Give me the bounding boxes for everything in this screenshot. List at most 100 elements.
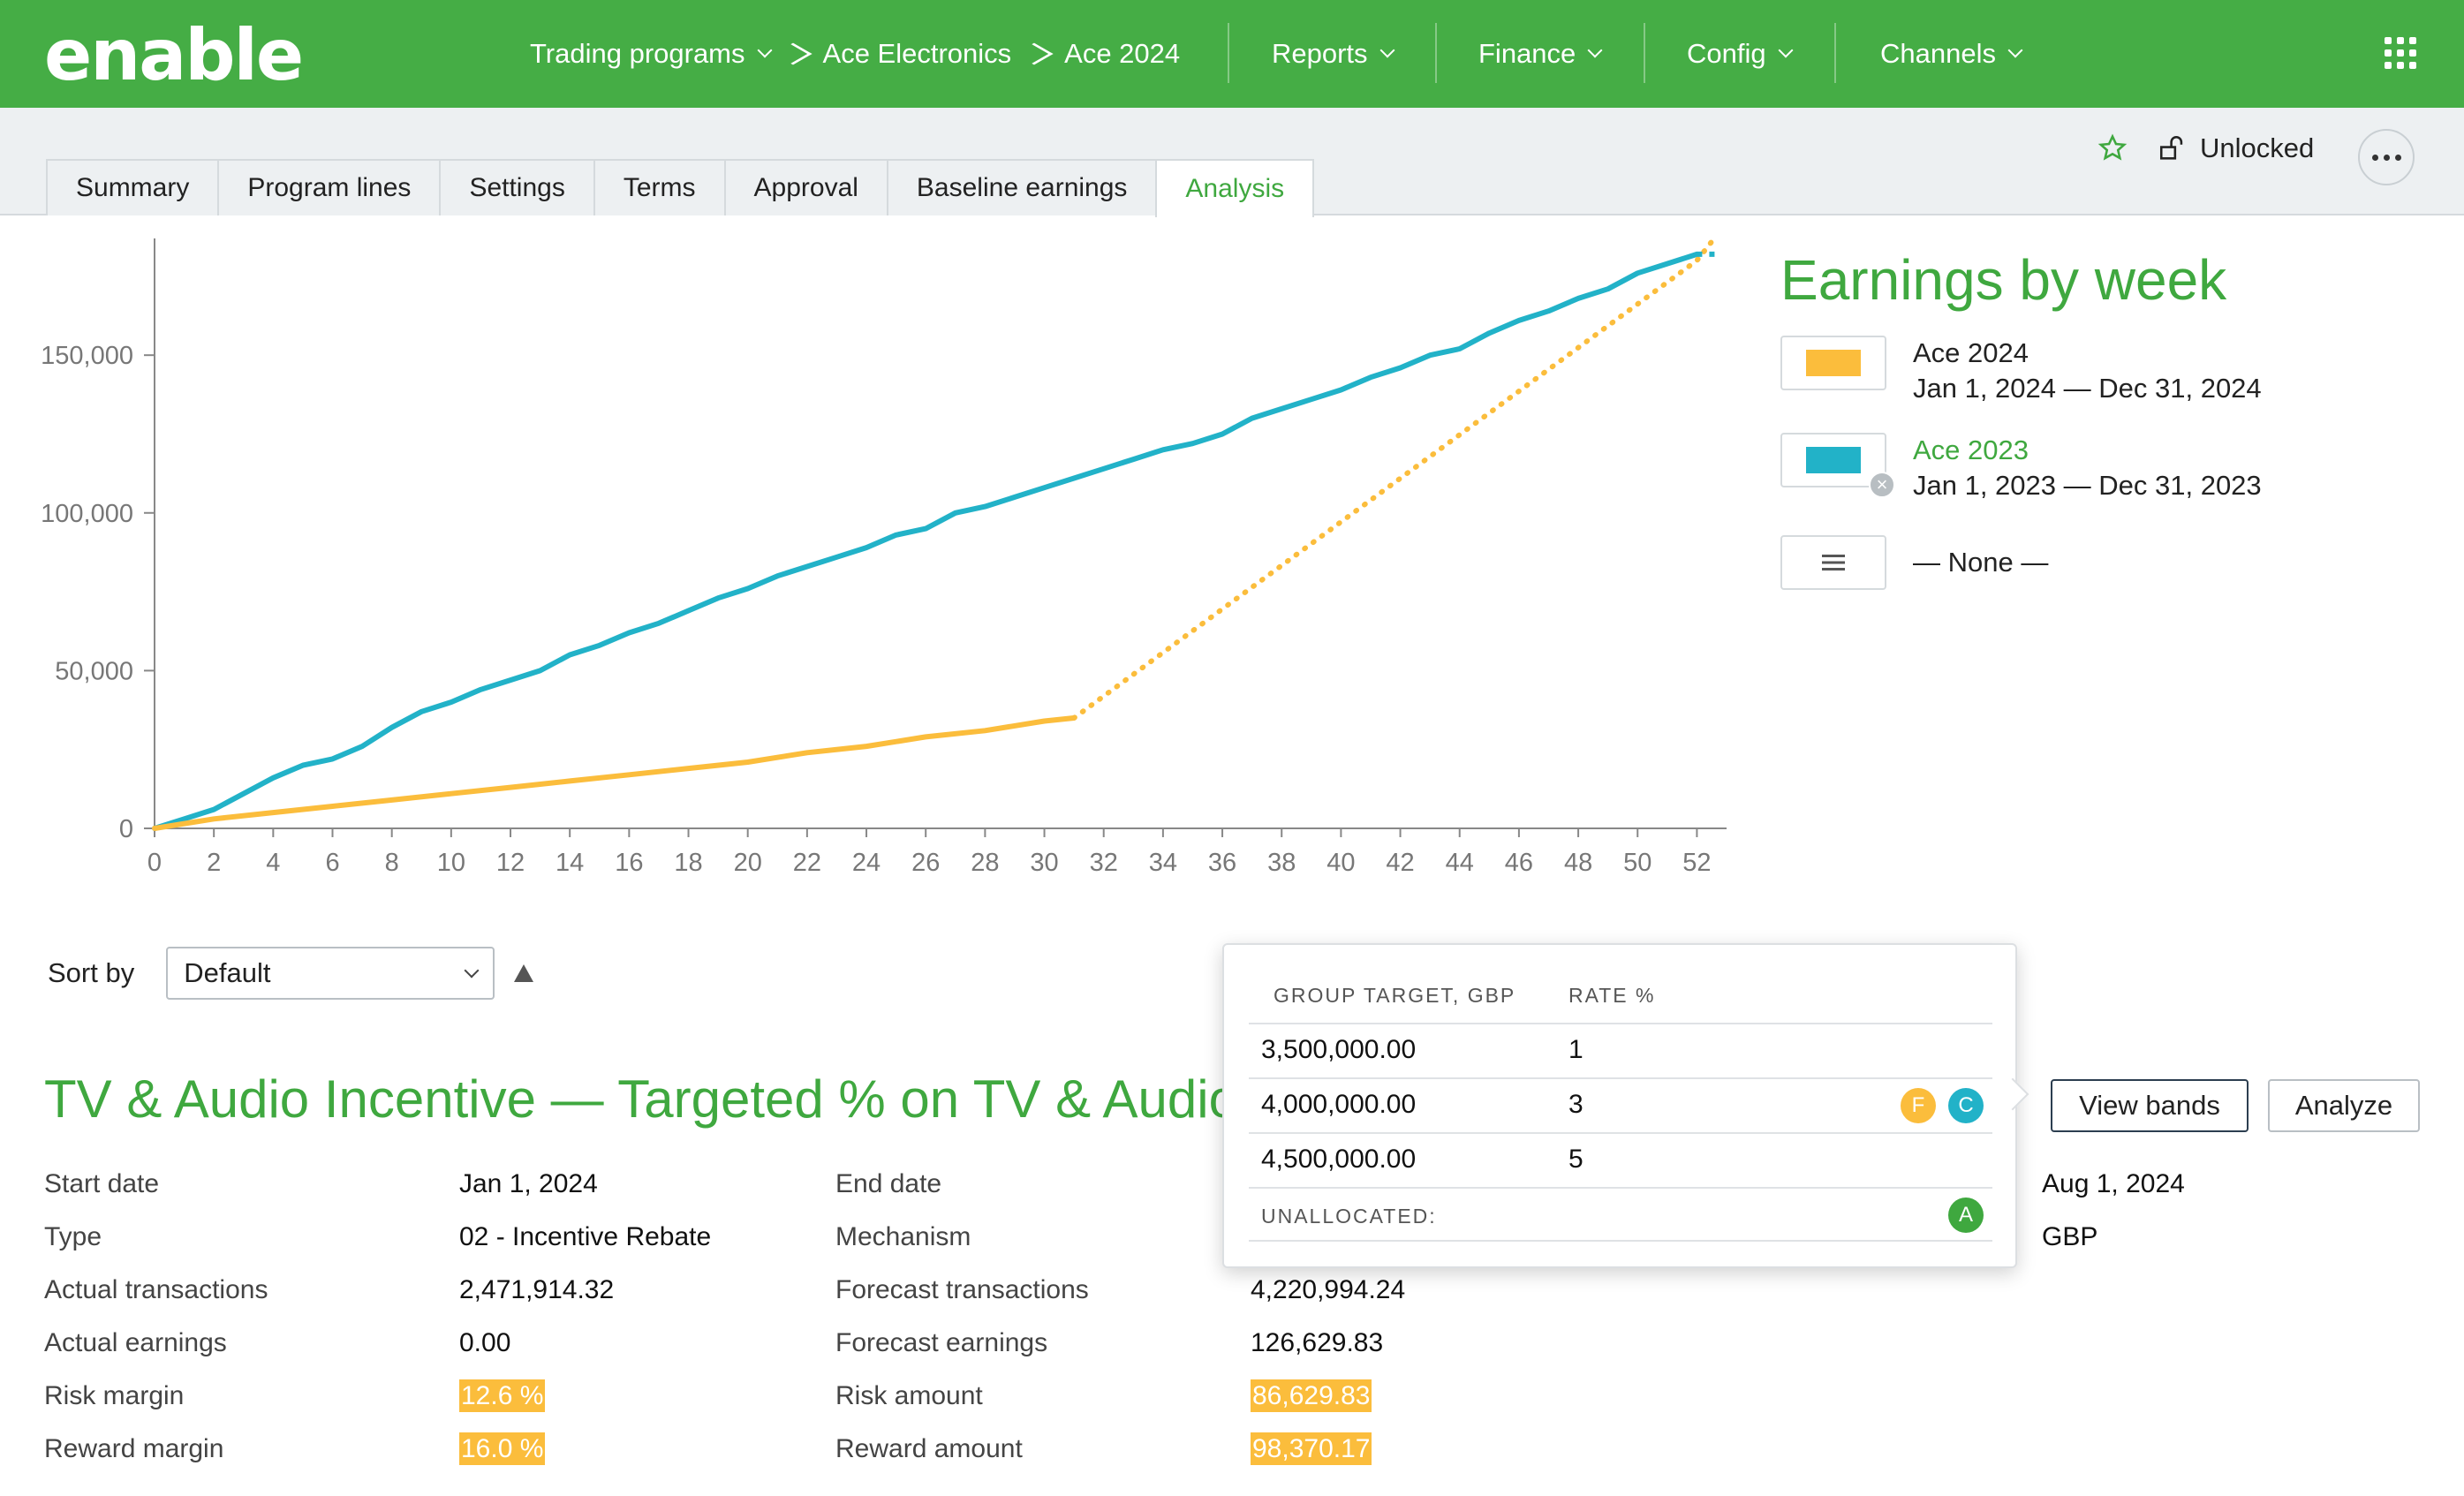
sort-value: Default	[184, 957, 271, 988]
sort-direction-icon[interactable]	[514, 964, 534, 982]
nav-divider	[1435, 23, 1437, 83]
legend-item-ace-2023: × Ace 2023 Jan 1, 2023 — Dec 31, 2023	[1780, 433, 2262, 503]
risk-amount-value: 86,629.83	[1251, 1379, 1372, 1412]
actual-transactions-value: 2,471,914.32	[459, 1275, 615, 1304]
forecast-earnings-value: 126,629.83	[1251, 1328, 1384, 1357]
band-row: 4,000,000.00 3 F C	[1249, 1077, 1992, 1132]
unallocated-label: UNALLOCATED:	[1261, 1205, 1437, 1228]
breadcrumb-trading-programs[interactable]: Trading programs	[530, 38, 773, 70]
band-target: 3,500,000.00	[1261, 1035, 1417, 1064]
remove-series-icon[interactable]: ×	[1869, 472, 1895, 498]
tab-approval[interactable]: Approval	[723, 159, 888, 215]
forecast-badge: F	[1901, 1088, 1936, 1123]
chevron-down-icon	[2007, 42, 2023, 58]
legend-swatch-button[interactable]: ×	[1780, 433, 1895, 498]
nav-config[interactable]: Config	[1687, 0, 1794, 108]
analyze-button[interactable]: Analyze	[2268, 1079, 2420, 1132]
breadcrumb-separator-icon	[1015, 42, 1054, 65]
sort-control: Sort by Default	[48, 947, 534, 1000]
x-tick-label: 10	[437, 849, 465, 877]
star-icon[interactable]	[2097, 133, 2128, 163]
x-tick-label: 36	[1208, 849, 1236, 877]
start-date-value: Jan 1, 2024	[459, 1169, 598, 1198]
mechanism-label: Mechanism	[835, 1222, 971, 1251]
currency-value: GBP	[2042, 1222, 2098, 1251]
chevron-down-icon	[464, 963, 480, 978]
band-target: 4,000,000.00	[1261, 1090, 1417, 1119]
sort-select[interactable]: Default	[166, 947, 495, 1000]
x-tick-label: 52	[1682, 849, 1711, 877]
tab-settings[interactable]: Settings	[439, 159, 595, 215]
top-navbar: enable Trading programs Ace Electronics …	[0, 0, 2464, 108]
x-tick-label: 8	[385, 849, 399, 877]
risk-margin-label: Risk margin	[44, 1381, 185, 1410]
legend-name: Ace 2024	[1913, 337, 2029, 368]
more-options-icon[interactable]	[2358, 129, 2415, 185]
forecast-transactions-label: Forecast transactions	[835, 1275, 1089, 1304]
reward-margin-value: 16.0 %	[459, 1432, 546, 1465]
legend-name[interactable]: Ace 2023	[1913, 434, 2029, 465]
col-header-target: GROUP TARGET, GBP	[1274, 984, 1516, 1007]
nav-finance[interactable]: Finance	[1478, 0, 1603, 108]
x-tick-label: 48	[1564, 849, 1592, 877]
nav-divider	[1644, 23, 1645, 83]
breadcrumb: Trading programs Ace Electronics Ace 202…	[530, 0, 1180, 108]
legend-swatch-button[interactable]	[1780, 336, 1886, 390]
tab-summary[interactable]: Summary	[46, 159, 220, 215]
start-date-label: Start date	[44, 1169, 160, 1198]
chevron-down-icon	[1778, 42, 1794, 58]
nav-divider	[1834, 23, 1836, 83]
end-date-label: End date	[835, 1169, 942, 1198]
tab-terms[interactable]: Terms	[593, 159, 726, 215]
y-tick-label: 0	[119, 815, 133, 843]
nav-channels[interactable]: Channels	[1880, 0, 2023, 108]
lock-status[interactable]: Unlocked	[2200, 132, 2315, 163]
band-rate: 1	[1568, 1035, 1583, 1064]
tab-analysis[interactable]: Analysis	[1155, 159, 1315, 217]
col-header-rate: RATE %	[1568, 984, 1656, 1007]
reward-margin-label: Reward margin	[44, 1434, 224, 1463]
breadcrumb-ace-2024[interactable]: Ace 2024	[1064, 38, 1180, 70]
x-tick-label: 12	[496, 849, 525, 877]
x-tick-label: 2	[207, 849, 221, 877]
nav-divider	[1228, 23, 1229, 83]
app-grid-icon[interactable]	[2385, 37, 2416, 69]
x-tick-label: 42	[1386, 849, 1414, 877]
x-tick-label: 46	[1505, 849, 1533, 877]
chart-title: Earnings by week	[1780, 248, 2227, 312]
y-tick-label: 50,000	[55, 657, 133, 685]
chart-series	[152, 238, 1721, 831]
x-tick-label: 14	[556, 849, 584, 877]
band-rate: 3	[1568, 1090, 1583, 1119]
forecast-transactions-value: 4,220,994.24	[1251, 1275, 1406, 1304]
breadcrumb-label: Ace 2024	[1064, 38, 1181, 69]
legend-item-ace-2024: Ace 2024 Jan 1, 2024 — Dec 31, 2024	[1780, 336, 2262, 406]
breadcrumb-separator-icon	[773, 42, 813, 65]
breadcrumb-ace-electronics[interactable]: Ace Electronics	[823, 38, 1012, 70]
date-value: Aug 1, 2024	[2042, 1169, 2185, 1198]
view-bands-button[interactable]: View bands	[2051, 1079, 2249, 1132]
app-logo[interactable]: enable	[44, 14, 304, 96]
add-series-button[interactable]	[1780, 535, 1886, 590]
x-tick-label: 30	[1030, 849, 1058, 877]
legend-range: Jan 1, 2023 — Dec 31, 2023	[1913, 470, 2262, 501]
legend-swatch	[1806, 350, 1861, 376]
bands-popover: GROUP TARGET, GBP RATE % 3,500,000.00 1 …	[1222, 943, 2017, 1268]
nav-reports[interactable]: Reports	[1272, 0, 1395, 108]
tab-program-lines[interactable]: Program lines	[217, 159, 442, 215]
legend-swatch	[1806, 447, 1861, 473]
nav-label: Channels	[1880, 38, 1996, 69]
x-tick-label: 26	[911, 849, 940, 877]
series-line-ace-2023	[152, 251, 1700, 831]
legend-none-label: — None —	[1913, 547, 2049, 578]
type-label: Type	[44, 1222, 102, 1251]
x-tick-label: 38	[1267, 849, 1296, 877]
unlock-icon[interactable]	[2158, 133, 2188, 163]
tab-baseline-earnings[interactable]: Baseline earnings	[886, 159, 1158, 215]
breadcrumb-label: Trading programs	[530, 38, 745, 69]
actual-badge: A	[1948, 1198, 1984, 1233]
x-tick-label: 16	[615, 849, 643, 877]
x-tick-label: 4	[266, 849, 280, 877]
actual-earnings-value: 0.00	[459, 1328, 511, 1357]
